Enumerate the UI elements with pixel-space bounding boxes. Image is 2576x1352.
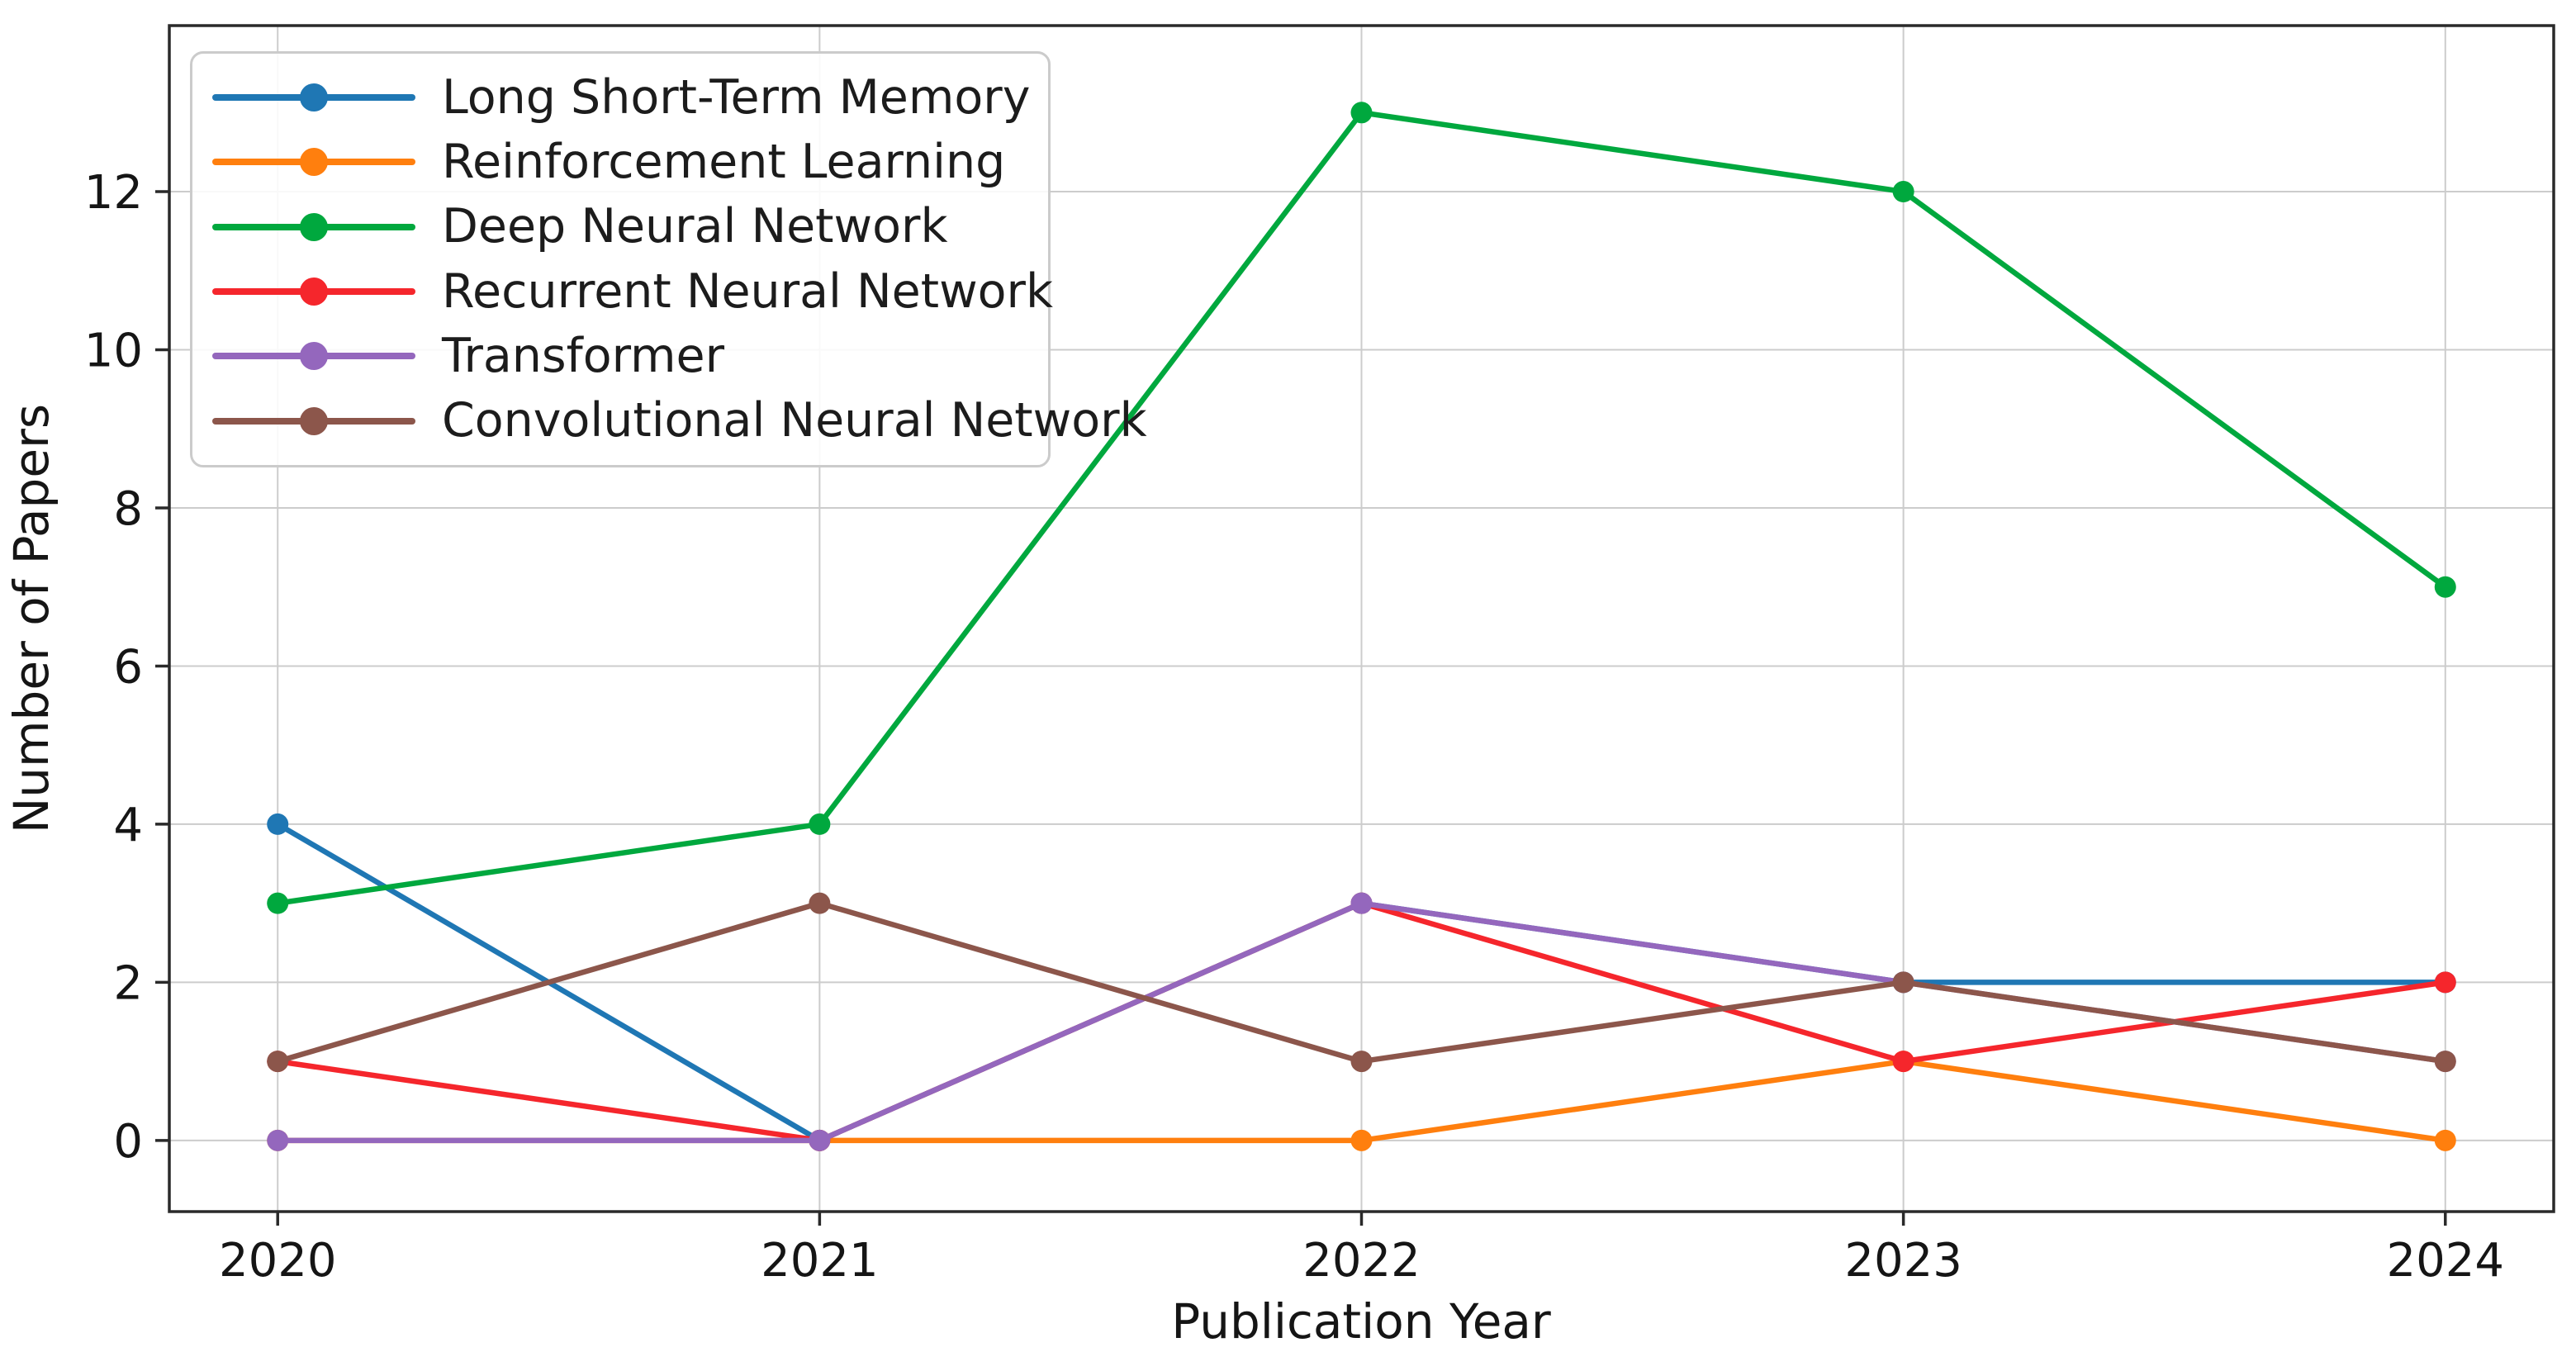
data-point-deep-neural-network [2434,576,2456,598]
data-point-convolutional-neural-network [267,1051,289,1073]
data-point-deep-neural-network [1350,102,1373,124]
legend-line-marker-icon [212,278,415,306]
x-tick-label: 2022 [1302,1234,1421,1288]
y-tick-label: 6 [113,640,143,694]
legend-dot [300,406,328,435]
legend-label: Convolutional Neural Network [442,393,1147,448]
legend-line-marker-icon [212,83,415,112]
data-point-convolutional-neural-network [2434,1051,2456,1073]
y-tick-label: 10 [84,325,143,378]
data-point-convolutional-neural-network [809,892,831,914]
data-point-deep-neural-network [267,892,289,914]
legend-line-marker-icon [212,212,415,241]
legend-line-marker-icon [212,342,415,371]
x-tick-label: 2024 [2387,1234,2505,1288]
legend-item: Transformer [211,328,1040,383]
data-point-deep-neural-network [1892,181,1914,203]
data-point-convolutional-neural-network [1892,971,1914,994]
legend-label: Reinforcement Learning [442,134,1006,189]
legend-dot [300,278,328,306]
data-point-transformer [1350,892,1373,914]
y-axis-title: Number of Papers [3,404,59,833]
legend-label: Deep Neural Network [442,199,948,254]
legend-dot [300,342,328,371]
legend-item: Recurrent Neural Network [211,268,1053,315]
y-tick-label: 4 [113,799,143,852]
legend-item: Convolutional Neural Network [211,397,1147,444]
legend-item: Reinforcement Learning [211,134,1040,189]
data-point-deep-neural-network [809,813,831,835]
data-point-recurrent-neural-network [1892,1051,1914,1073]
data-point-reinforcement-learning [2434,1129,2456,1151]
legend-dot [300,212,328,241]
y-tick-label: 8 [113,482,143,536]
x-axis-title: Publication Year [1171,1293,1551,1350]
y-tick-label: 2 [113,956,143,1010]
legend-item: Long Short-Term Memory [211,74,1040,121]
y-tick-label: 0 [113,1115,143,1169]
x-tick-label: 2023 [1844,1234,1962,1288]
legend-line-marker-icon [212,148,415,177]
legend-item: Deep Neural Network [211,203,1040,250]
legend-dot [300,83,328,112]
legend-label: Long Short-Term Memory [442,69,1031,125]
legend-dot [300,148,328,177]
y-tick-label: 12 [84,166,143,220]
legend-label: Transformer [442,328,725,383]
data-point-convolutional-neural-network [1350,1051,1373,1073]
data-point-transformer [809,1129,831,1151]
data-point-transformer [267,1129,289,1151]
data-point-recurrent-neural-network [2434,971,2456,994]
legend: Long Short-Term Memory Reinforcement Lear… [190,51,1147,467]
legend-label: Recurrent Neural Network [442,263,1053,319]
data-point-reinforcement-learning [1350,1129,1373,1151]
x-tick-label: 2021 [761,1234,879,1288]
x-tick-label: 2020 [219,1234,337,1288]
legend-line-marker-icon [212,406,415,435]
data-point-long-short-term-memory [267,813,289,835]
